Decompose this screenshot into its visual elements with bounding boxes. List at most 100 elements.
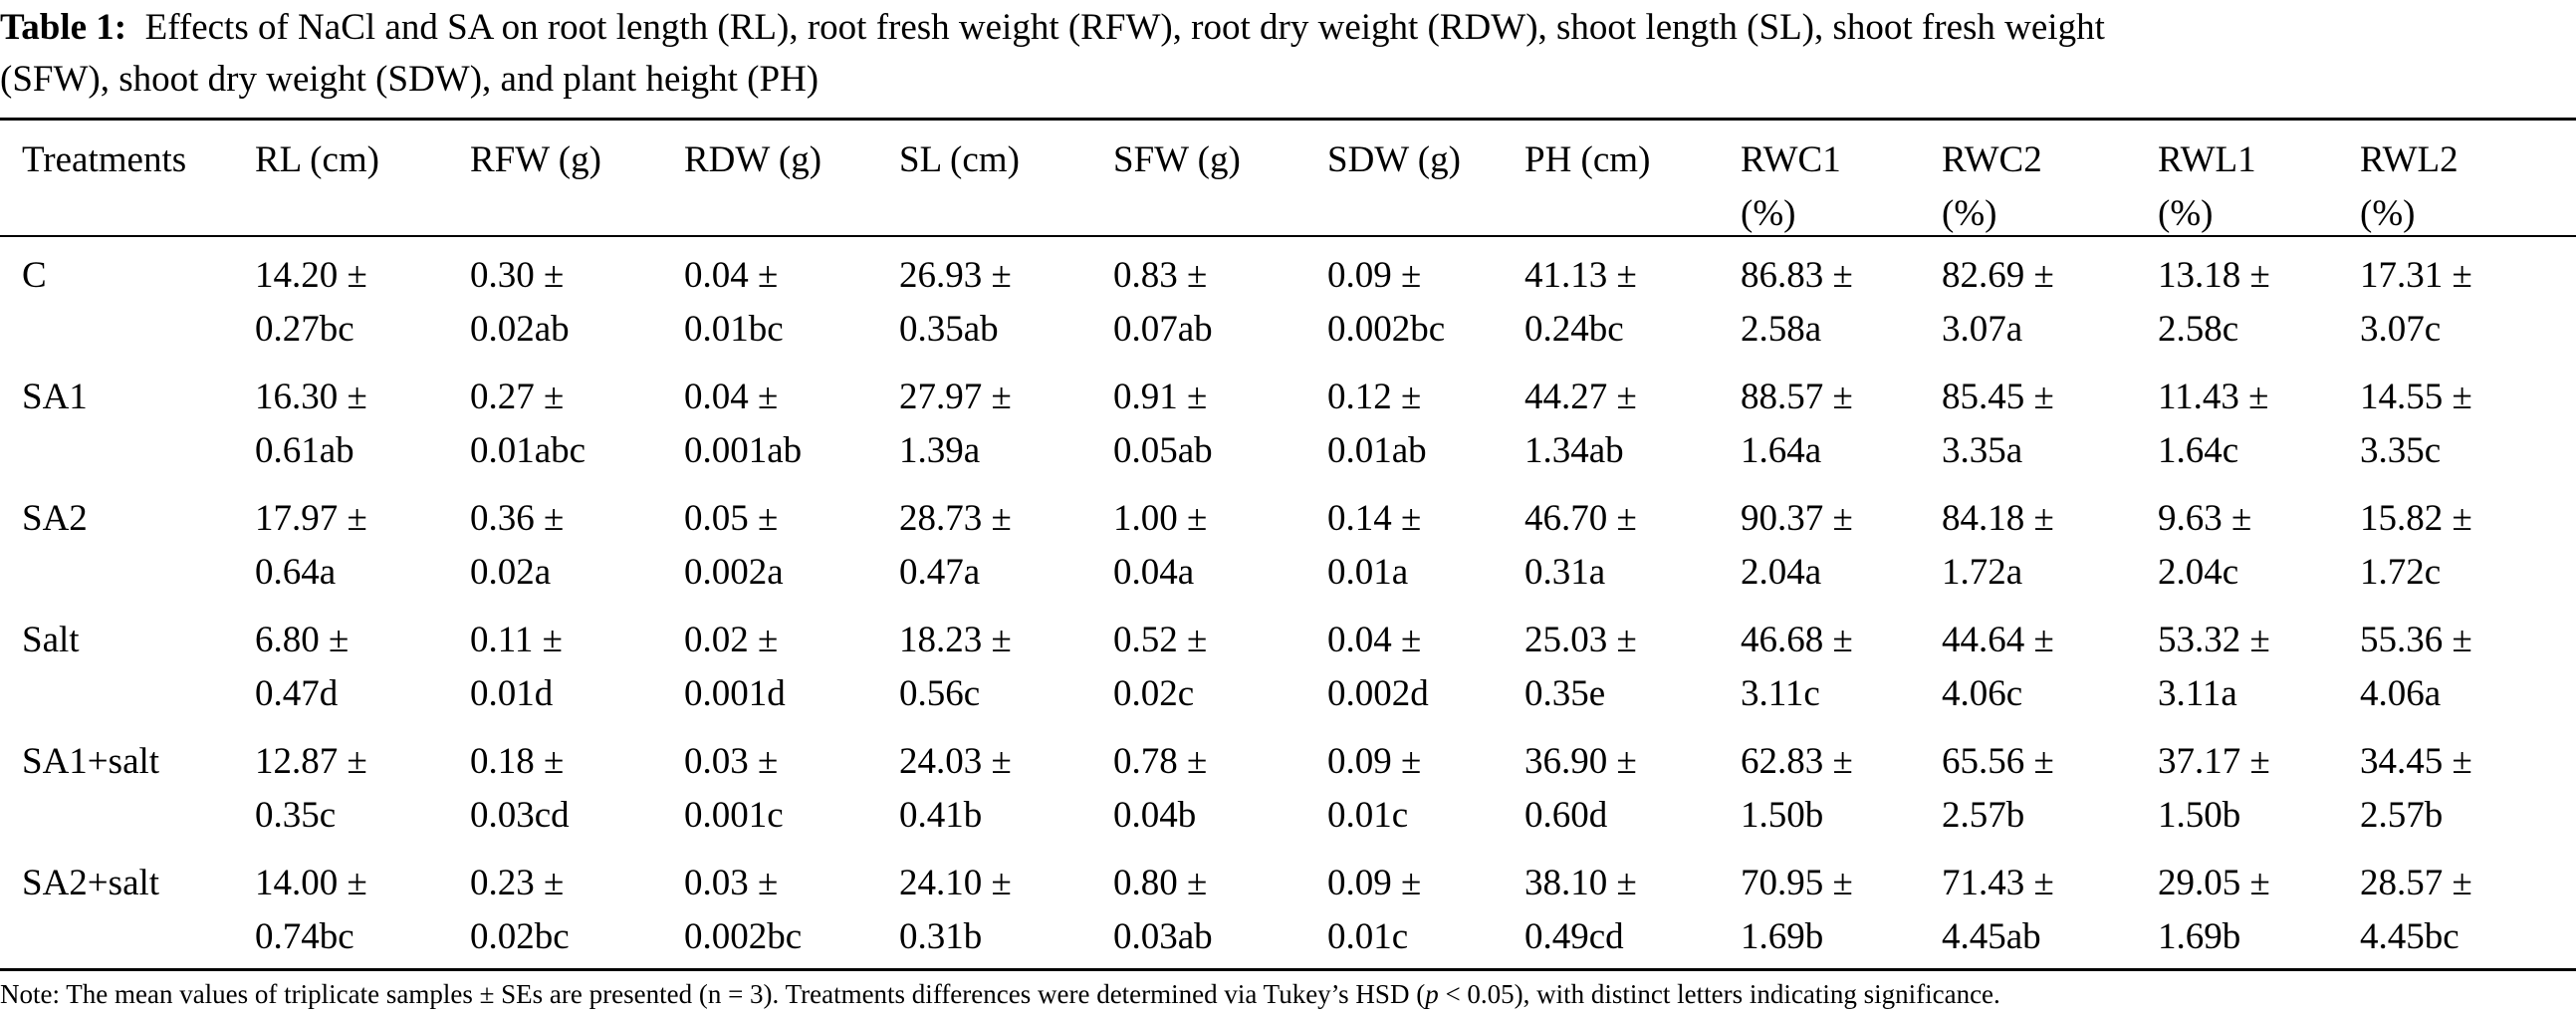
- table-cell: 70.95 ±: [1741, 863, 1853, 903]
- column-header: RL (cm): [255, 139, 380, 180]
- table-cell: 0.002bc: [1327, 309, 1446, 350]
- table-cell: 0.35e: [1524, 673, 1606, 714]
- table-cell: 12.87 ±: [255, 741, 367, 782]
- table-cell: 86.83 ±: [1741, 255, 1853, 296]
- column-header: RFW (g): [470, 139, 601, 180]
- table-cell: 1.69b: [2158, 916, 2241, 957]
- table-cell: 0.11 ±: [470, 620, 563, 660]
- table-cell: 4.45bc: [2360, 916, 2459, 957]
- column-header: RWC2: [1942, 139, 2042, 180]
- table-cell: 1.72c: [2360, 552, 2442, 593]
- table-cell: 0.05ab: [1113, 430, 1213, 471]
- table-cell: 90.37 ±: [1741, 498, 1853, 539]
- column-header: RDW (g): [684, 139, 822, 180]
- table-cell: 1.64c: [2158, 430, 2239, 471]
- table-cell: 1.39a: [899, 430, 981, 471]
- note-prefix: Note: The mean values of triplicate samp…: [0, 979, 1426, 1009]
- table-cell: 29.05 ±: [2158, 863, 2270, 903]
- column-header: (%): [2360, 193, 2416, 234]
- table-cell: 88.57 ±: [1741, 377, 1853, 417]
- table-cell: 0.78 ±: [1113, 741, 1208, 782]
- table-cell: 1.00 ±: [1113, 498, 1208, 539]
- table-cell: 0.47a: [899, 552, 981, 593]
- table-cell: 0.24bc: [1524, 309, 1624, 350]
- table-cell: 4.06c: [1942, 673, 2023, 714]
- row-treatment-label: SA1+salt: [22, 741, 160, 782]
- table-top-rule: [0, 118, 2576, 121]
- table-cell: 0.04 ±: [1327, 620, 1422, 660]
- table-cell: 15.82 ±: [2360, 498, 2472, 539]
- row-treatment-label: C: [22, 255, 47, 296]
- table-cell: 2.58a: [1741, 309, 1822, 350]
- table-cell: 0.52 ±: [1113, 620, 1208, 660]
- table-bottom-rule: [0, 968, 2576, 971]
- table-cell: 1.64a: [1741, 430, 1822, 471]
- table-cell: 0.01d: [470, 673, 554, 714]
- table-cell: 0.02 ±: [684, 620, 779, 660]
- table-cell: 2.58c: [2158, 309, 2239, 350]
- table-cell: 0.74bc: [255, 916, 354, 957]
- table-note: Note: The mean values of triplicate samp…: [0, 974, 2576, 1014]
- caption-line-2: (SFW), shoot dry weight (SDW), and plant…: [0, 59, 820, 100]
- table-cell: 36.90 ±: [1524, 741, 1637, 782]
- row-treatment-label: SA1: [22, 377, 88, 417]
- table-cell: 34.45 ±: [2360, 741, 2472, 782]
- table-cell: 44.64 ±: [1942, 620, 2054, 660]
- table-cell: 28.73 ±: [899, 498, 1012, 539]
- table-cell: 0.01ab: [1327, 430, 1427, 471]
- table-cell: 0.04b: [1113, 795, 1197, 836]
- table-cell: 4.06a: [2360, 673, 2442, 714]
- table-cell: 2.57b: [2360, 795, 2444, 836]
- table-cell: 0.04a: [1113, 552, 1195, 593]
- table-cell: 26.93 ±: [899, 255, 1012, 296]
- table-cell: 24.03 ±: [899, 741, 1012, 782]
- column-header: RWL1: [2158, 139, 2256, 180]
- table-cell: 0.01bc: [684, 309, 784, 350]
- column-header: Treatments: [22, 139, 187, 180]
- table-cell: 3.11a: [2158, 673, 2237, 714]
- table-cell: 0.002a: [684, 552, 784, 593]
- table-cell: 0.41b: [899, 795, 983, 836]
- table-cell: 0.18 ±: [470, 741, 565, 782]
- table-cell: 0.31b: [899, 916, 983, 957]
- table-cell: 85.45 ±: [1942, 377, 2054, 417]
- table-cell: 3.11c: [1741, 673, 1820, 714]
- table-cell: 3.07c: [2360, 309, 2442, 350]
- table-cell: 0.001ab: [684, 430, 803, 471]
- table-cell: 2.04a: [1741, 552, 1822, 593]
- table-cell: 0.60d: [1524, 795, 1608, 836]
- column-header: SL (cm): [899, 139, 1020, 180]
- table-cell: 0.12 ±: [1327, 377, 1422, 417]
- table-cell: 14.55 ±: [2360, 377, 2472, 417]
- table-cell: 0.61ab: [255, 430, 354, 471]
- column-header: (%): [1942, 193, 1997, 234]
- table-cell: 46.70 ±: [1524, 498, 1637, 539]
- table-cell: 17.31 ±: [2360, 255, 2472, 296]
- table-cell: 0.002bc: [684, 916, 803, 957]
- table-cell: 0.91 ±: [1113, 377, 1208, 417]
- table-cell: 14.20 ±: [255, 255, 367, 296]
- table-cell: 0.02c: [1113, 673, 1195, 714]
- table-cell: 0.07ab: [1113, 309, 1213, 350]
- table-cell: 1.69b: [1741, 916, 1824, 957]
- table-cell: 0.01c: [1327, 916, 1409, 957]
- table-cell: 82.69 ±: [1942, 255, 2054, 296]
- table-cell: 0.30 ±: [470, 255, 565, 296]
- row-treatment-label: Salt: [22, 620, 80, 660]
- table-cell: 3.35a: [1942, 430, 2023, 471]
- table-cell: 0.02bc: [470, 916, 570, 957]
- table-cell: 0.64a: [255, 552, 337, 593]
- table-cell: 24.10 ±: [899, 863, 1012, 903]
- table-cell: 0.47d: [255, 673, 339, 714]
- table-cell: 0.31a: [1524, 552, 1606, 593]
- caption-label: Table 1:: [0, 7, 127, 48]
- table-cell: 0.04 ±: [684, 255, 779, 296]
- note-suffix: < 0.05), with distinct letters indicatin…: [1438, 979, 2000, 1009]
- table-cell: 0.01abc: [470, 430, 586, 471]
- table-cell: 18.23 ±: [899, 620, 1012, 660]
- table-cell: 0.14 ±: [1327, 498, 1422, 539]
- table-cell: 3.35c: [2360, 430, 2442, 471]
- table-cell: 0.01c: [1327, 795, 1409, 836]
- caption-text-1: Effects of NaCl and SA on root length (R…: [144, 7, 2105, 48]
- table-cell: 0.03ab: [1113, 916, 1213, 957]
